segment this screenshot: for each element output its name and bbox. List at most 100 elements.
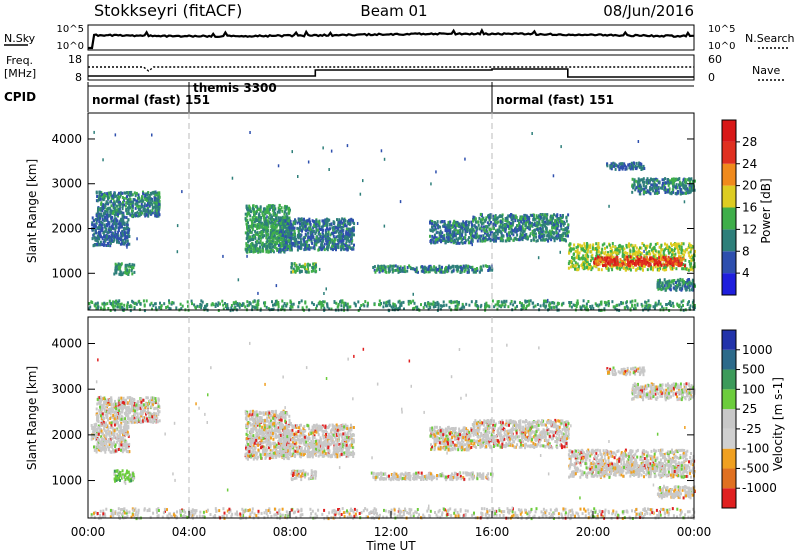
echo-cell [436,300,439,304]
echo-cell [123,232,126,236]
echo-cell [155,198,158,202]
echo-cell [431,220,434,223]
echo-cell [320,225,323,229]
echo-cell [611,242,614,245]
echo-cell [448,228,451,232]
nsky-label: N.Sky [4,32,36,45]
echo-cell [201,300,204,304]
echo-cell [234,300,237,304]
echo-cell [292,242,295,245]
echo-cell [440,270,443,274]
echo-cell [276,232,278,236]
echo-cell [366,304,369,308]
echo-cell [256,208,259,211]
echo-cell [254,219,257,223]
echo-cell [119,302,122,306]
echo-cell [94,302,97,306]
echo-cell [158,195,161,199]
echo-cell [311,301,314,305]
echo-cell [132,198,135,201]
echo-cell [115,265,118,268]
echo-cell [654,242,657,246]
echo-cell [99,194,102,198]
echo-cell [631,256,633,260]
echo-cell [429,220,431,224]
echo-cell [322,223,325,227]
echo-cell [677,242,680,246]
echo-cell [95,221,98,225]
echo-cell [345,236,348,240]
echo-cell [345,232,348,236]
echo-cell [155,209,158,213]
echo-cell [102,240,105,244]
echo-cell [124,191,127,195]
echo-cell [335,229,338,233]
echo-cell [383,264,386,268]
echo-cell [436,303,439,306]
echo-cell [484,229,487,233]
echo-cell [261,213,264,217]
echo-cell [515,230,518,234]
echo-cell [116,219,119,223]
echo-cell [516,224,519,228]
echo-cell [114,211,117,215]
echo-cell [245,206,248,209]
echo-cell [521,225,524,229]
echo-cell [154,302,157,306]
echo-cell [373,268,376,272]
echo-cell [101,221,104,225]
echo-cell [475,235,478,238]
echo-cell [444,241,447,245]
echo-cell [429,268,432,271]
echo-cell [563,228,566,232]
echo-cell [266,219,269,223]
echo-cell [278,222,281,226]
echo-cell [545,222,548,226]
echo-cell [99,240,102,244]
echo-cell [149,198,152,202]
echo-cell [460,224,463,228]
echo-cell [291,223,294,227]
echo-cell [454,240,457,243]
echo-cell [426,302,429,306]
echo-cell [396,265,399,269]
echo-cell [488,267,491,271]
echo-cell [113,201,116,205]
echo-cell [447,238,450,242]
echo-cell [120,233,123,237]
echo-cell [412,267,415,271]
echo-cell [134,202,137,206]
echo-cell [258,247,261,251]
echo-cell [656,267,659,271]
echo-cell [434,241,437,245]
echo-cell [279,228,282,232]
echo-cell [107,241,110,245]
echo-cell [294,270,297,274]
echo-cell [511,223,514,227]
echo-cell [269,231,272,235]
echo-cell [143,212,146,216]
echo-cell [331,245,334,249]
echo-cell [523,215,526,219]
echo-cell [262,227,265,231]
echo-cell [306,219,309,223]
echo-cell [686,268,689,271]
echo-cell [255,224,258,228]
echo-cell [487,304,490,308]
echo-cell [93,232,96,236]
echo-cell [281,299,284,303]
echo-cell [125,201,128,205]
echo-cell [98,243,101,247]
echo-cell [591,247,594,251]
echo-cell [674,244,677,248]
echo-cell [482,216,485,220]
echo-cell [352,219,354,223]
echo-cell [237,303,240,307]
echo-cell [256,307,259,311]
echo-cell [340,304,343,308]
echo-cell [269,228,272,232]
echo-cell [304,267,306,271]
echo-cell [341,237,344,241]
echo-cell [315,230,318,234]
echo-cell [317,237,320,241]
